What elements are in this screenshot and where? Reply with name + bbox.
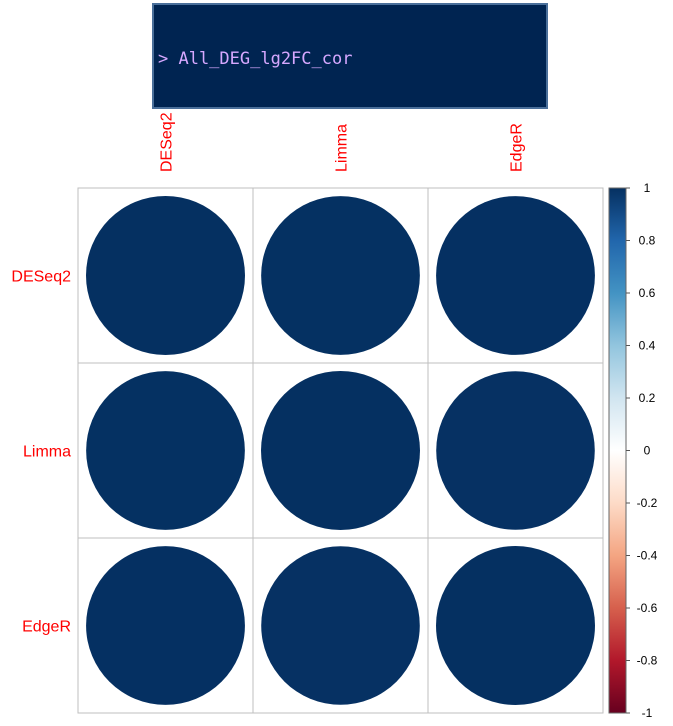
correlation-circle-edger-limma bbox=[261, 546, 420, 705]
colorbar-tick-label: 0.6 bbox=[639, 286, 656, 300]
col-label-limma: Limma bbox=[334, 124, 351, 172]
colorbar-tick-label: -0.4 bbox=[637, 549, 658, 563]
colorbar-tick-label: 0 bbox=[644, 444, 651, 458]
correlation-circle-edger-edger bbox=[436, 546, 595, 705]
correlation-circle-limma-edger bbox=[436, 371, 595, 530]
correlation-circle-limma-deseq2 bbox=[86, 371, 245, 530]
console-command: > All_DEG_lg2FC_cor bbox=[158, 49, 353, 69]
colorbar-tick-label: 1 bbox=[644, 181, 651, 195]
colorbar-tick-label: -0.2 bbox=[637, 496, 658, 510]
colorbar-tick-label: -0.8 bbox=[637, 654, 658, 668]
row-label-limma: Limma bbox=[23, 444, 71, 461]
correlation-circle-edger-deseq2 bbox=[86, 546, 245, 705]
correlation-circle-limma-limma bbox=[261, 371, 420, 530]
col-label-edger: EdgeR bbox=[509, 123, 526, 172]
correlation-circle-deseq2-edger bbox=[436, 196, 595, 355]
console-header-row: DESeq2 Limma EdgeR bbox=[158, 112, 527, 132]
correlation-circle-deseq2-deseq2 bbox=[86, 196, 245, 355]
colorbar-tick-label: 0.4 bbox=[639, 339, 656, 353]
col-label-deseq2: DESeq2 bbox=[159, 112, 176, 172]
colorbar-tick-label: -1 bbox=[642, 706, 653, 720]
row-label-edger: EdgeR bbox=[22, 619, 71, 636]
colorbar-tick-label: 0.2 bbox=[639, 391, 656, 405]
row-label-deseq2: DESeq2 bbox=[11, 269, 71, 286]
correlation-circle-deseq2-limma bbox=[261, 196, 420, 355]
colorbar-tick-label: -0.6 bbox=[637, 601, 658, 615]
colorbar-tick-label: 0.8 bbox=[639, 234, 656, 248]
colorbar bbox=[608, 187, 627, 714]
